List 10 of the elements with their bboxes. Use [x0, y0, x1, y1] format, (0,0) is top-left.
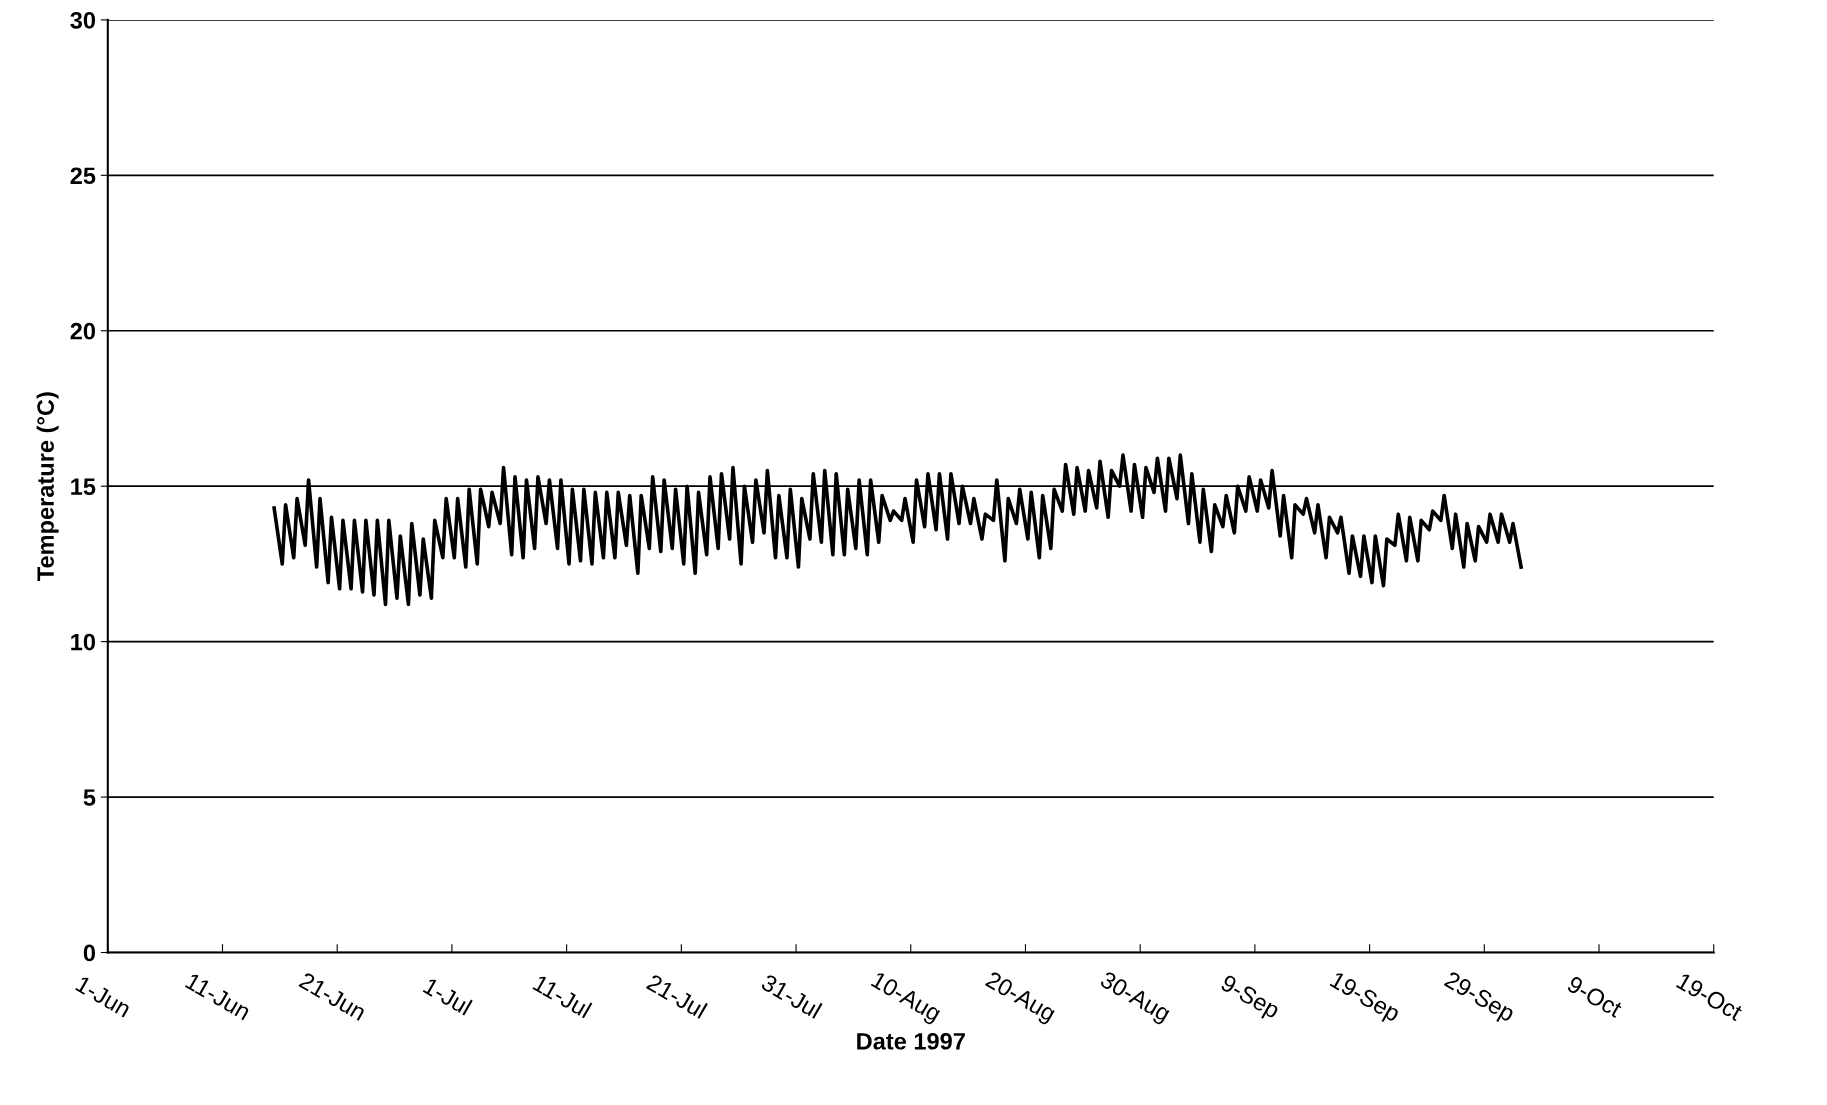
y-tick-label: 15	[71, 478, 96, 495]
y-tick-label: 30	[70, 11, 96, 29]
y-axis-title: Temperature (°C)	[36, 392, 59, 581]
x-axis-title: Date 1997	[857, 1032, 965, 1050]
y-tick-label: 20	[70, 322, 96, 340]
x-tick-label: 1-Jul	[422, 976, 473, 1016]
y-tick-label: 10	[71, 633, 96, 651]
y-tick-label: 5	[83, 789, 96, 806]
y-tick-label: 25	[70, 167, 96, 185]
y-tick-label: 0	[83, 944, 96, 962]
